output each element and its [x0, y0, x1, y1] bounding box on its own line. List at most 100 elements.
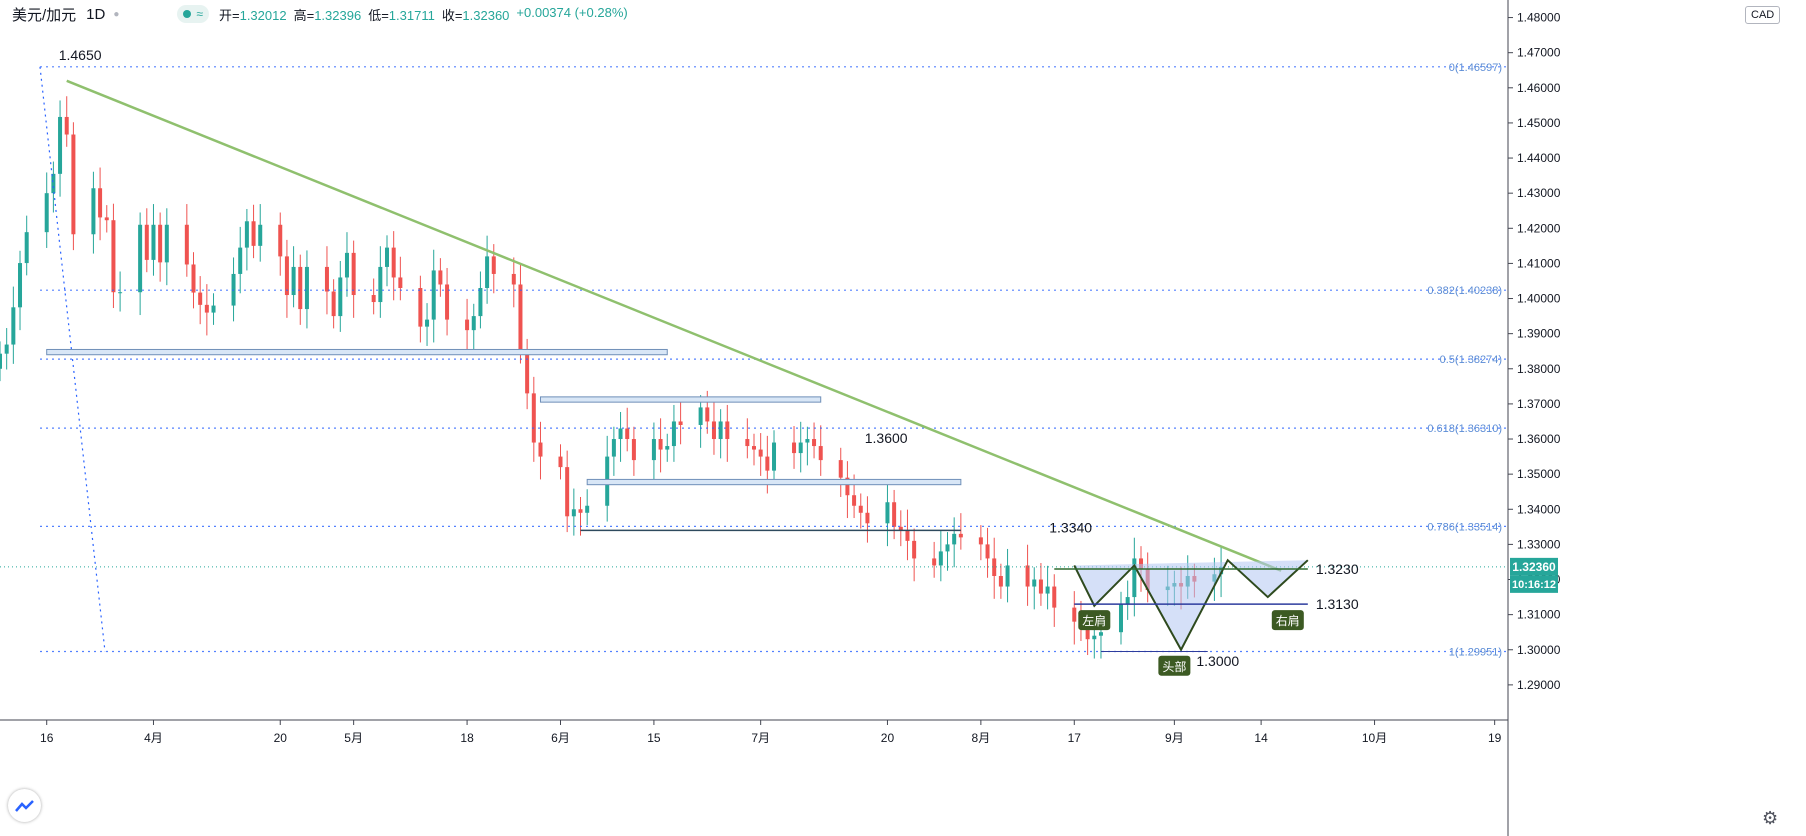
candle-body[interactable]: [805, 439, 810, 443]
candle-body[interactable]: [284, 256, 289, 296]
candle-body[interactable]: [585, 505, 590, 513]
candle-body[interactable]: [24, 232, 29, 264]
candle-body[interactable]: [678, 421, 683, 425]
candle-body[interactable]: [491, 256, 496, 274]
candle-body[interactable]: [104, 217, 109, 221]
tradingview-logo-icon[interactable]: [8, 789, 41, 822]
candle-body[interactable]: [144, 224, 149, 260]
candle-body[interactable]: [1139, 558, 1144, 569]
candle-body[interactable]: [625, 428, 630, 440]
candle-body[interactable]: [711, 421, 716, 440]
candle-body[interactable]: [64, 116, 69, 135]
candle-body[interactable]: [1118, 604, 1123, 633]
candle-body[interactable]: [611, 439, 616, 457]
candle-body[interactable]: [792, 442, 797, 454]
candle-body[interactable]: [538, 442, 543, 457]
candle-body[interactable]: [952, 533, 957, 545]
candle-body[interactable]: [71, 134, 76, 235]
candle-body[interactable]: [758, 449, 763, 457]
candle-body[interactable]: [958, 533, 963, 538]
candle-body[interactable]: [91, 188, 96, 235]
candle-body[interactable]: [445, 284, 450, 320]
candle-body[interactable]: [298, 266, 303, 310]
candle-body[interactable]: [1038, 579, 1043, 594]
candle-body[interactable]: [398, 277, 403, 288]
candle-body[interactable]: [992, 558, 997, 576]
candle-body[interactable]: [0, 353, 3, 369]
symbol-title[interactable]: 美元/加元: [12, 6, 77, 24]
candle-body[interactable]: [898, 526, 903, 531]
candle-body[interactable]: [671, 421, 676, 447]
candle-body[interactable]: [1025, 565, 1030, 587]
candle-body[interactable]: [1045, 586, 1050, 594]
candle-body[interactable]: [838, 460, 843, 478]
candle-body[interactable]: [725, 421, 730, 440]
candle-body[interactable]: [998, 576, 1003, 587]
candle-body[interactable]: [651, 439, 656, 461]
candle-body[interactable]: [418, 288, 423, 327]
candle-body[interactable]: [932, 558, 937, 566]
timeframe-label[interactable]: 1D: [86, 5, 106, 23]
candle-body[interactable]: [244, 221, 249, 248]
candle-body[interactable]: [191, 264, 196, 293]
candle-body[interactable]: [945, 544, 950, 552]
candle-body[interactable]: [438, 270, 443, 285]
candle-body[interactable]: [184, 224, 189, 265]
candle-body[interactable]: [198, 292, 203, 305]
candle-body[interactable]: [151, 224, 156, 260]
market-status-pill[interactable]: ≈: [177, 5, 209, 23]
candle-body[interactable]: [798, 442, 803, 454]
candle-body[interactable]: [812, 439, 817, 447]
candle-body[interactable]: [1125, 597, 1130, 605]
candle-body[interactable]: [865, 512, 870, 524]
candle-body[interactable]: [471, 316, 476, 331]
candle-body[interactable]: [565, 467, 570, 517]
candle-body[interactable]: [1005, 565, 1010, 587]
candle-body[interactable]: [304, 266, 309, 310]
candle-body[interactable]: [531, 393, 536, 443]
support-zone[interactable]: [539, 396, 822, 403]
candle-body[interactable]: [905, 530, 910, 541]
candle-body[interactable]: [1098, 632, 1103, 636]
candle-body[interactable]: [278, 224, 283, 257]
candle-body[interactable]: [98, 188, 103, 218]
candle-body[interactable]: [885, 502, 890, 524]
candle-body[interactable]: [658, 439, 663, 450]
candle-body[interactable]: [111, 220, 116, 293]
candle-body[interactable]: [258, 224, 263, 246]
gear-icon[interactable]: ⚙: [1762, 808, 1779, 828]
candle-body[interactable]: [11, 307, 16, 345]
candle-body[interactable]: [618, 428, 623, 440]
downtrend-line[interactable]: [66, 79, 1282, 572]
candle-body[interactable]: [511, 273, 516, 285]
candle-body[interactable]: [1085, 628, 1090, 640]
support-zone[interactable]: [46, 348, 668, 356]
candle-body[interactable]: [478, 288, 483, 317]
candle-body[interactable]: [344, 252, 349, 278]
candle-body[interactable]: [251, 221, 256, 246]
candle-body[interactable]: [385, 247, 390, 267]
currency-badge[interactable]: CAD: [1745, 6, 1781, 24]
candle-body[interactable]: [845, 477, 850, 496]
candle-body[interactable]: [351, 252, 356, 296]
candle-body[interactable]: [211, 305, 216, 313]
candle-body[interactable]: [1072, 607, 1077, 622]
candle-body[interactable]: [18, 263, 23, 308]
candle-body[interactable]: [164, 224, 169, 263]
candle-body[interactable]: [1092, 635, 1097, 640]
support-zone[interactable]: [586, 478, 962, 486]
candle-body[interactable]: [665, 446, 670, 450]
candle-body[interactable]: [852, 495, 857, 506]
candle-body[interactable]: [324, 266, 329, 292]
candle-body[interactable]: [751, 446, 757, 450]
candle-body[interactable]: [938, 551, 943, 566]
candle-body[interactable]: [772, 442, 777, 471]
candle-body[interactable]: [291, 266, 296, 296]
candle-body[interactable]: [51, 173, 56, 194]
candle-body[interactable]: [138, 224, 143, 293]
candle-body[interactable]: [465, 319, 470, 331]
candle-body[interactable]: [705, 407, 710, 422]
candle-body[interactable]: [578, 509, 583, 513]
candle-body[interactable]: [204, 304, 209, 313]
candle-body[interactable]: [571, 509, 576, 517]
